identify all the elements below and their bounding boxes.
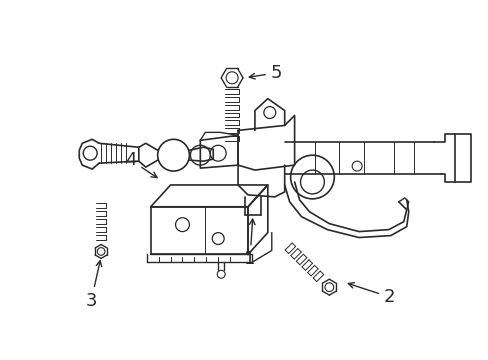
- Text: 3: 3: [85, 261, 102, 310]
- Text: 5: 5: [249, 64, 282, 82]
- Text: 4: 4: [125, 151, 157, 177]
- Text: 2: 2: [347, 283, 395, 306]
- Text: 1: 1: [244, 219, 255, 269]
